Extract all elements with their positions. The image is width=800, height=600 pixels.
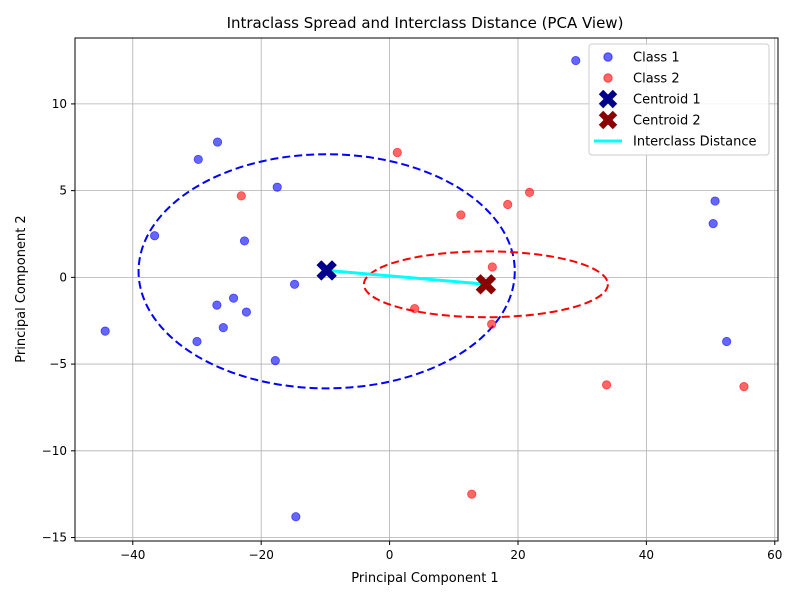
- x-tick-label: −40: [120, 548, 145, 562]
- legend-label-4: Centroid 2: [633, 114, 701, 129]
- legend-marker-3: [598, 89, 618, 109]
- legend-box: [588, 43, 770, 156]
- centroid-1-marker: [316, 260, 337, 281]
- class-1-point: [193, 154, 203, 165]
- legend-marker-2: [603, 73, 613, 83]
- x-axis-label: Principal Component 1: [351, 571, 498, 586]
- interclass-distance-line-group: [326, 268, 487, 286]
- y-tick-label: 0: [59, 270, 67, 284]
- class-1-point: [270, 356, 280, 366]
- class-2-point: [467, 489, 477, 499]
- x-tick-label: 60: [767, 548, 782, 562]
- class-2-point: [392, 147, 402, 158]
- legend-marker-4: [598, 110, 618, 130]
- x-tick-label: 0: [386, 548, 394, 562]
- class-2-point: [503, 199, 513, 210]
- plot-frame: [74, 37, 779, 542]
- legend: Class 1 Class 2 Centroid 1 Centroid 2 Interc…: [588, 43, 770, 156]
- y-tick-label: −10: [42, 444, 67, 458]
- legend-label-3: Centroid 1: [633, 93, 701, 108]
- x-axis-ticks: −40 −20 0 20 40 60: [120, 541, 782, 562]
- class-1-point: [212, 137, 223, 147]
- centroid-markers: [316, 260, 497, 295]
- data-points: [100, 55, 749, 522]
- class-2-point: [487, 319, 497, 329]
- class-1-point: [239, 236, 250, 246]
- centroid-2-marker: [475, 274, 497, 295]
- class-1-point: [571, 55, 581, 66]
- class-1-point: [708, 218, 718, 229]
- legend-label-5: Interclass Distance: [633, 135, 756, 150]
- class-1-point: [218, 323, 228, 333]
- class-1-point: [192, 336, 202, 347]
- class-1-point: [100, 326, 110, 336]
- interclass-distance-line: [326, 268, 487, 286]
- class-2-point: [236, 191, 246, 201]
- class-2-point: [487, 262, 497, 272]
- class-2-point: [524, 187, 535, 197]
- class-2-point: [456, 210, 466, 220]
- class-1-point: [241, 307, 252, 317]
- y-tick-label: 10: [52, 97, 67, 111]
- spread-ellipse-2: [362, 250, 609, 319]
- grid: [75, 38, 778, 541]
- class-2-point: [739, 382, 749, 392]
- x-tick-label: 20: [510, 548, 525, 562]
- class-1-point: [212, 300, 222, 310]
- y-tick-label: −5: [49, 357, 67, 371]
- x-tick-label: −20: [249, 548, 274, 562]
- class-2-point: [410, 303, 420, 314]
- legend-label-1: Class 1: [633, 51, 680, 66]
- legend-label-2: Class 2: [633, 72, 680, 87]
- spread-ellipses: [137, 153, 609, 390]
- class-1-point: [722, 336, 732, 347]
- y-tick-label: −15: [42, 531, 67, 545]
- class-1-point: [710, 196, 720, 206]
- y-tick-label: 5: [59, 184, 67, 198]
- chart-title: Intraclass Spread and Interclass Distanc…: [227, 14, 624, 32]
- y-axis-ticks: −15 −10 −5 0 5 10: [42, 97, 75, 545]
- class-1-point: [150, 231, 160, 241]
- class-1-point: [272, 182, 282, 192]
- class-1-point: [291, 512, 301, 522]
- class-1-point: [228, 293, 239, 303]
- x-tick-label: 40: [639, 548, 654, 562]
- spread-ellipse-1: [137, 153, 516, 390]
- y-axis-label: Principal Component 2: [14, 215, 29, 362]
- legend-marker-1: [603, 52, 613, 62]
- class-2-point: [601, 380, 612, 390]
- class-1-point: [289, 279, 300, 289]
